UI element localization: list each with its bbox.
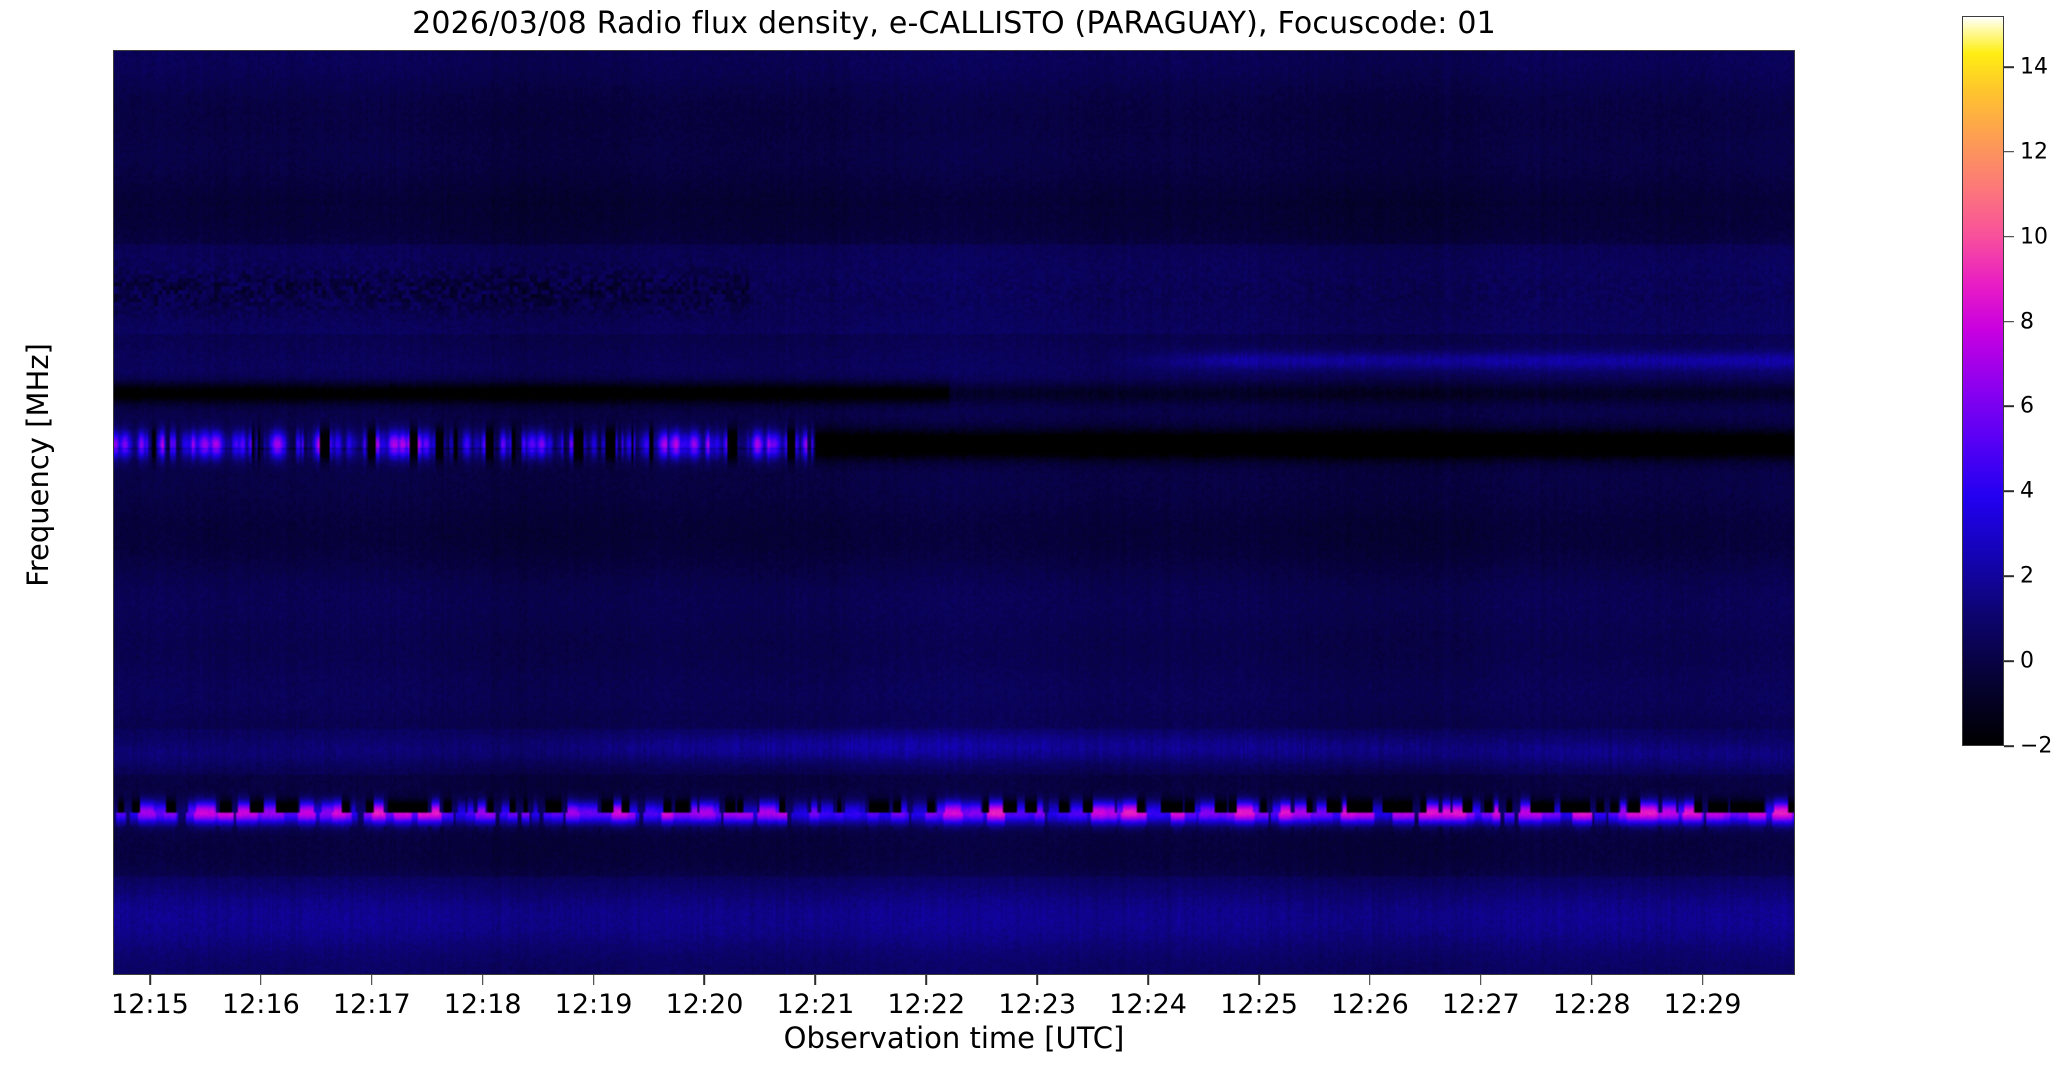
x-axis-title: Observation time [UTC] [783, 1021, 1125, 1055]
x-tick-label-1227: 12:27 [1441, 989, 1520, 1020]
colorbar-tick-mark [2004, 745, 2014, 747]
x-tick-mark [260, 975, 262, 985]
x-tick-label-1225: 12:25 [1220, 989, 1298, 1020]
x-tick-label-1216: 12:16 [221, 989, 300, 1020]
colorbar-tick-label: 10 [2020, 224, 2048, 250]
x-tick-mark [149, 975, 151, 985]
spectrogram-plot-area[interactable] [113, 50, 1795, 975]
colorbar-tick-label: 14 [2020, 54, 2048, 80]
x-tick-label-1218: 12:18 [443, 989, 522, 1020]
colorbar-tick-label: 0 [2020, 648, 2034, 674]
colorbar-tick-mark [2004, 490, 2014, 493]
x-tick-label-1221: 12:21 [776, 989, 855, 1020]
x-tick-label-1219: 12:19 [554, 989, 633, 1020]
x-tick-label-1223: 12:23 [998, 989, 1077, 1020]
colorbar-gradient [1963, 17, 2003, 745]
colorbar-tick-mark [2004, 405, 2014, 408]
x-tick-label-1224: 12:24 [1109, 989, 1187, 1020]
x-tick-mark [1369, 975, 1371, 985]
x-tick-mark [1258, 975, 1260, 985]
x-tick-mark [925, 975, 928, 985]
x-tick-label-1229: 12:29 [1663, 989, 1742, 1020]
figure-title: 2026/03/08 Radio flux density, e-CALLIST… [412, 6, 1496, 41]
colorbar-tick-mark [2004, 235, 2014, 238]
x-tick-label-1217: 12:17 [332, 989, 411, 1020]
x-tick-mark [703, 975, 706, 985]
colorbar-tick-label: 8 [2020, 309, 2034, 335]
colorbar-tick-label: 6 [2020, 393, 2034, 419]
x-tick-label-1228: 12:28 [1552, 989, 1631, 1020]
colorbar-tick-label: 2 [2020, 563, 2034, 589]
x-tick-mark [1147, 975, 1149, 985]
x-tick-mark [814, 975, 817, 985]
colorbar-tick-mark [2004, 575, 2014, 578]
x-tick-label-1215: 12:15 [111, 989, 189, 1020]
x-tick-label-1226: 12:26 [1330, 989, 1409, 1020]
x-tick-mark [1479, 975, 1482, 985]
colorbar-tick-mark [2004, 320, 2014, 323]
x-tick-mark [592, 975, 595, 985]
x-tick-mark [481, 975, 484, 985]
x-tick-mark [370, 975, 373, 985]
colorbar[interactable] [1962, 16, 2004, 746]
colorbar-tick-mark [2004, 660, 2014, 662]
colorbar-tick-mark [2004, 66, 2014, 68]
x-axis: 12:15 12:16 12:17 12:18 12:19 12:20 12:21 12:22… [0, 975, 2066, 1067]
x-tick-label-1222: 12:22 [887, 989, 966, 1020]
colorbar-tick-mark [2004, 151, 2014, 153]
x-tick-label-1220: 12:20 [665, 989, 744, 1020]
x-tick-mark [1701, 975, 1704, 985]
colorbar-tick-label: −2 [2020, 733, 2053, 759]
x-tick-mark [1036, 975, 1038, 985]
colorbar-tick-label: 12 [2020, 139, 2048, 165]
colorbar-tick-label: 4 [2020, 478, 2034, 504]
spectrogram-image [114, 51, 1794, 974]
x-tick-mark [1590, 975, 1593, 985]
